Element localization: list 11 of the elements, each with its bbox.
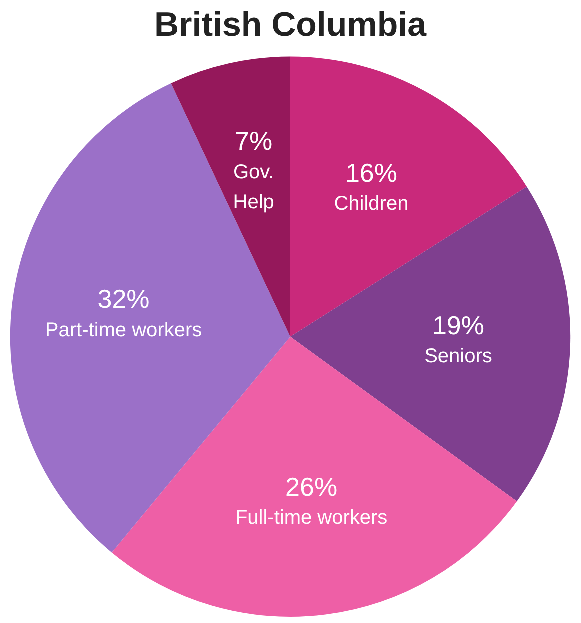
data-label: 7% [235, 126, 273, 156]
slice-label: Part-time workers [45, 319, 202, 342]
slice-label: Full-time workers [235, 507, 388, 530]
chart-title: British Columbia [154, 6, 428, 44]
data-label: 26% [286, 472, 338, 502]
slice-label: Seniors [424, 346, 492, 368]
data-label: 19% [432, 310, 484, 340]
slice-label: Children [334, 193, 409, 216]
data-label: 16% [345, 158, 398, 188]
data-label: 32% [98, 284, 150, 314]
slice-label: Gov. Help [233, 161, 274, 214]
